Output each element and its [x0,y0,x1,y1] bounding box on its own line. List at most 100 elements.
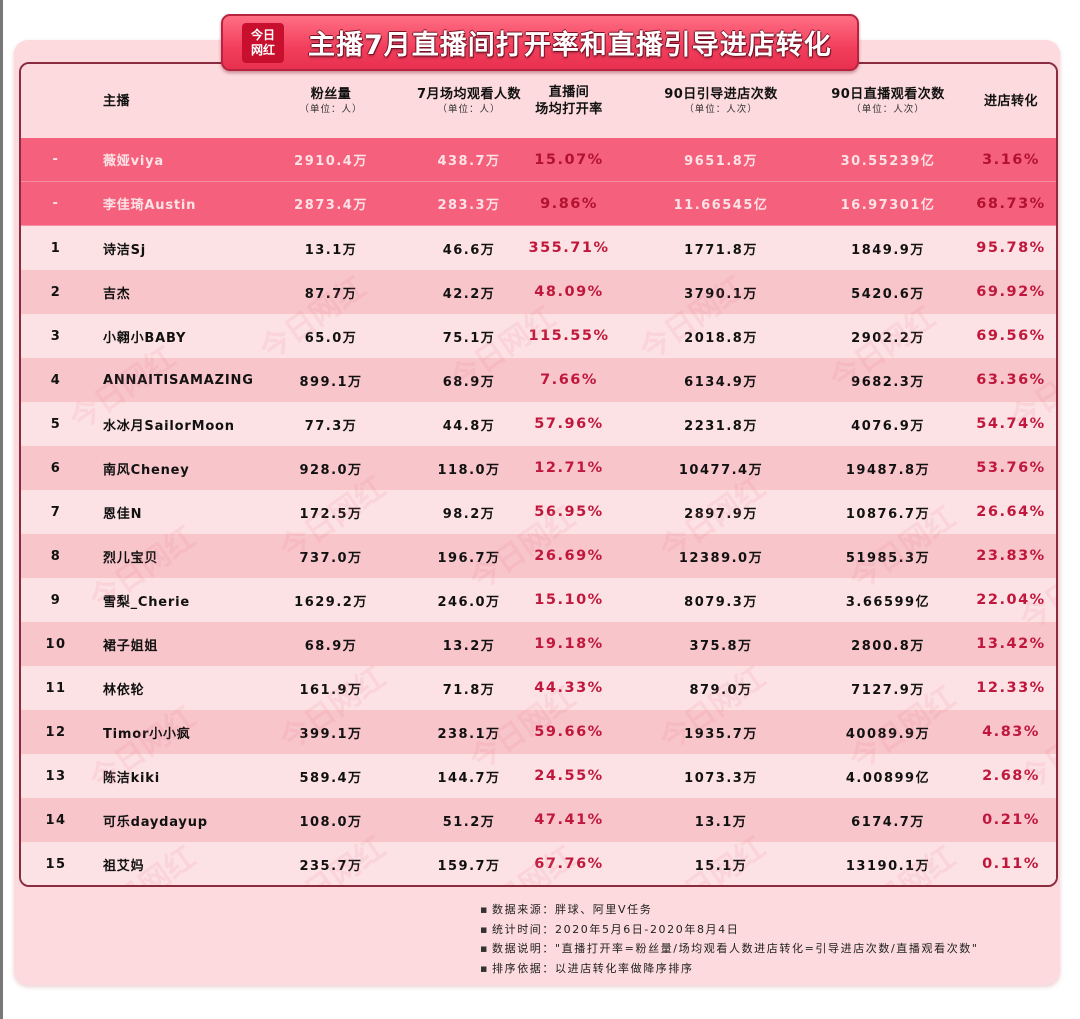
open-rate-cell: 56.95% [534,504,604,520]
note-source: ▪ 数据来源：胖球、阿里V任务 [480,900,1050,920]
table-row: 15 祖艾妈 235.7万 159.7万 67.76% 15.1万 13190.1万 0.11… [21,842,1056,885]
guide-visits-cell: 1771.8万 [684,242,758,258]
streamer-name-cell: 祖艾妈 [103,858,145,874]
guide-visits-cell: 1935.7万 [684,726,758,742]
fans-cell: 87.7万 [304,286,358,302]
open-rate-cell: 7.66% [540,372,598,388]
open-rate-cell: 26.69% [534,548,604,564]
table-row: 6 南风Cheney 928.0万 118.0万 12.71% 10477.4万 19487… [21,446,1056,490]
table-row: 9 雪梨_Cherie 1629.2万 246.0万 15.10% 8079.3万 3.66… [21,578,1056,622]
live-views-cell: 2800.8万 [851,638,925,654]
rank-cell: 5 [50,416,62,432]
page-title: 主播7月直播间打开率和直播引导进店转化 [308,30,832,61]
fans-cell: 589.4万 [299,770,363,786]
conversion-cell: 26.64% [976,504,1046,520]
guide-visits-cell: 1073.3万 [684,770,758,786]
guide-visits-cell: 879.0万 [689,682,753,698]
logo-line-2: 网红 [250,42,275,57]
fans-cell: 399.1万 [299,726,363,742]
guide-visits-cell: 11.66545亿 [673,198,769,213]
fans-cell: 172.5万 [299,506,363,522]
rank-cell: 3 [50,328,62,344]
conversion-cell: 95.78% [976,240,1046,256]
streamer-name-cell: 南风Cheney [103,462,190,478]
avg-viewers-cell: 196.7万 [437,550,501,566]
left-edge-divider [0,0,3,1019]
table-row: 5 水冰月SailorMoon 77.3万 44.8万 57.96% 2231.8万 407… [21,402,1056,446]
header-conversion: 进店转化 [983,93,1038,109]
avg-viewers-cell: 98.2万 [442,506,496,522]
conversion-cell: 69.92% [976,284,1046,300]
live-views-cell: 30.55239亿 [840,154,936,169]
open-rate-cell: 44.33% [534,680,604,696]
avg-viewers-cell: 438.7万 [437,154,501,169]
avg-viewers-cell: 283.3万 [437,198,501,213]
live-views-cell: 16.97301亿 [840,198,936,213]
note-sorting: ▪ 排序依据：以进店转化率做降序排序 [480,959,1050,979]
streamer-name-cell: 陈洁kiki [103,770,161,786]
rank-cell: 12 [45,724,67,740]
open-rate-cell: 9.86% [540,195,598,212]
footnotes: ▪ 数据来源：胖球、阿里V任务 ▪ 统计时间：2020年5月6日-2020年8月4日… [480,900,1050,978]
table-row: 14 可乐daydayup 108.0万 51.2万 47.41% 13.1万 6174.7… [21,798,1056,842]
table-row: 12 Timor小小疯 399.1万 238.1万 59.66% 1935.7万 40089… [21,710,1056,754]
header-open-rate: 直播间 场均打开率 [535,85,603,117]
avg-viewers-cell: 118.0万 [437,462,501,478]
guide-visits-cell: 10477.4万 [678,462,764,478]
guide-visits-cell: 9651.8万 [684,154,758,169]
bullet-icon: ▪ [480,961,490,975]
avg-viewers-cell: 46.6万 [442,242,496,258]
conversion-cell: 0.21% [982,812,1040,828]
rank-cell: 13 [45,768,67,784]
live-views-cell: 7127.9万 [851,682,925,698]
header-guide-visits: 90日引导进店次数 （单位：人次） [664,86,778,115]
guide-visits-cell: 12389.0万 [678,550,764,566]
header-avg-viewers: 7月场均观看人数 （单位：人） [416,86,522,115]
rank-cell: 8 [50,548,62,564]
table-header-row: 主播 粉丝量 （单位：人） 7月场均观看人数 （单位：人） 直播间 场均打开率 … [21,64,1056,138]
avg-viewers-cell: 44.8万 [442,418,496,434]
guide-visits-cell: 6134.9万 [684,374,758,390]
header-fans: 粉丝量 （单位：人） [299,86,363,115]
avg-viewers-cell: 42.2万 [442,286,496,302]
fans-cell: 68.9万 [304,638,358,654]
open-rate-cell: 67.76% [534,856,604,872]
conversion-cell: 63.36% [976,372,1046,388]
conversion-cell: 68.73% [976,195,1046,212]
open-rate-cell: 47.41% [534,812,604,828]
rank-cell: 10 [45,636,67,652]
table-row: 2 吉杰 87.7万 42.2万 48.09% 3790.1万 5420.6万 69.92% [21,270,1056,314]
live-views-cell: 40089.9万 [845,726,931,742]
fans-cell: 235.7万 [299,858,363,874]
fans-cell: 13.1万 [304,242,358,258]
open-rate-cell: 15.07% [534,151,604,168]
fans-cell: 77.3万 [304,418,358,434]
note-definition: ▪ 数据说明："直播打开率=粉丝量/场均观看人数进店转化=引导进店次数/直播观看次… [480,939,1050,959]
note-period: ▪ 统计时间：2020年5月6日-2020年8月4日 [480,920,1050,940]
rank-cell: 1 [50,240,62,256]
streamer-name-cell: 薇娅viya [103,154,164,169]
streamer-name-cell: 小翱小BABY [103,330,187,346]
table-row: 10 裙子姐姐 68.9万 13.2万 19.18% 375.8万 2800.8万 13.42… [21,622,1056,666]
live-views-cell: 1849.9万 [851,242,925,258]
streamer-name-cell: 烈儿宝贝 [103,550,159,566]
conversion-cell: 4.83% [982,724,1040,740]
conversion-cell: 22.04% [976,592,1046,608]
table-row: 13 陈洁kiki 589.4万 144.7万 24.55% 1073.3万 4.00899… [21,754,1056,798]
streamer-name-cell: 雪梨_Cherie [103,594,190,610]
live-views-cell: 6174.7万 [851,814,925,830]
live-views-cell: 4076.9万 [851,418,925,434]
live-views-cell: 9682.3万 [851,374,925,390]
avg-viewers-cell: 144.7万 [437,770,501,786]
conversion-cell: 54.74% [976,416,1046,432]
live-views-cell: 13190.1万 [845,858,931,874]
bullet-icon: ▪ [480,942,490,955]
conversion-cell: 0.11% [982,856,1040,872]
streamer-name-cell: 诗洁Sj [103,242,147,258]
table-row: 4 ANNAITISAMAZING 899.1万 68.9万 7.66% 6134.9万 9… [21,358,1056,402]
fans-cell: 161.9万 [299,682,363,698]
guide-visits-cell: 8079.3万 [684,594,758,610]
rank-cell: 6 [50,460,62,476]
rank-cell: 7 [50,504,62,520]
streamer-name-cell: Timor小小疯 [103,726,191,742]
